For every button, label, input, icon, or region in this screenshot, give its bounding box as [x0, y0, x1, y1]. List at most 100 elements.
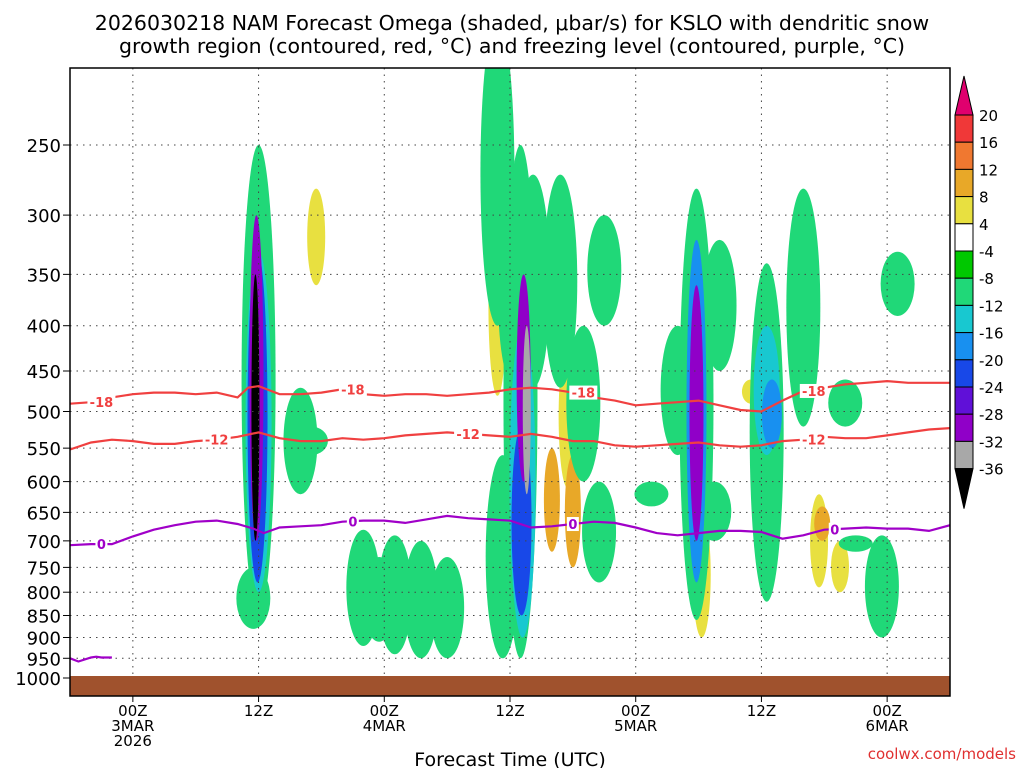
- omega-blob: [880, 251, 915, 316]
- x-tick-label: 12Z: [244, 702, 273, 720]
- omega-blob: [564, 455, 581, 568]
- x-tick-label: 12Z: [747, 702, 776, 720]
- y-axis: 2503003504004505005506006507007508008509…: [15, 136, 70, 690]
- omega-blob: [403, 540, 438, 659]
- omega-blob: [522, 325, 531, 495]
- ground-terrain: [70, 676, 950, 696]
- omega-blob: [761, 379, 782, 449]
- y-tick-label: 800: [27, 583, 61, 604]
- colorbar-label: 16: [979, 134, 998, 152]
- y-tick-label: 300: [27, 206, 61, 227]
- y-tick-label: 1000: [15, 669, 61, 690]
- omega-blob: [864, 535, 899, 638]
- contour-label: -18: [572, 387, 596, 402]
- contour-label-bg: [828, 522, 841, 537]
- omega-blob: [786, 188, 821, 427]
- colorbar-swatch: [954, 277, 974, 306]
- y-tick-label: 400: [27, 317, 61, 338]
- omega-blob: [689, 285, 704, 541]
- contour-label-bg: [799, 432, 828, 447]
- y-tick-label: 450: [27, 362, 61, 383]
- chart-title-line1: 2026030218 NAM Forecast Omega (shaded, μ…: [95, 11, 929, 35]
- gridlines: [70, 68, 950, 696]
- x-tick-label: 00Z: [621, 702, 650, 720]
- contour-label: 0: [568, 518, 577, 533]
- contour-0: [70, 514, 950, 547]
- colorbar-swatch: [954, 359, 974, 388]
- contour-labels: -18 -18 -18 -18 -12 -12 -12 0 0 0 0: [87, 382, 841, 553]
- colorbar-label: -24: [979, 379, 1004, 397]
- contour-label-bg: [569, 385, 598, 400]
- colorbar-swatch: [954, 223, 974, 252]
- colorbar-label: -36: [979, 461, 1004, 479]
- x-tick-label: 6MAR: [866, 717, 909, 735]
- y-tick-label: 900: [27, 628, 61, 649]
- omega-blob: [543, 174, 578, 388]
- colorbar-label: -8: [979, 270, 994, 288]
- colorbar-swatch: [954, 196, 974, 225]
- colorbar-cap-bottom: [954, 468, 974, 509]
- colorbar-swatch: [954, 440, 974, 470]
- colorbar-swatch: [954, 304, 974, 334]
- omega-blob: [377, 535, 412, 655]
- contour-label-bg: [346, 514, 359, 529]
- omega-blob: [831, 540, 849, 593]
- omega-blob: [702, 239, 737, 371]
- x-tick-label: 00Z: [370, 702, 399, 720]
- credit-text: coolwx.com/models: [868, 745, 1016, 763]
- omega-blob: [307, 188, 326, 286]
- y-tick-label: 550: [27, 439, 61, 460]
- x-tick-label: 2026: [114, 732, 152, 750]
- omega-blob: [251, 274, 260, 541]
- omega-blob: [634, 481, 669, 507]
- x-axis-label: Forecast Time (UTC): [414, 749, 605, 768]
- x-tick-label: 12Z: [495, 702, 524, 720]
- omega-blob: [582, 481, 617, 583]
- y-tick-label: 650: [27, 503, 61, 524]
- chart-title-line2: growth region (contoured, red, °C) and f…: [119, 34, 905, 58]
- omega-blob: [697, 481, 732, 541]
- colorbar-label: -20: [979, 352, 1004, 370]
- omega-shading: [236, 68, 915, 659]
- contour-label: -18: [90, 396, 114, 411]
- contour-label: 0: [830, 524, 839, 539]
- x-tick-label: 00Z: [872, 702, 901, 720]
- contour-label: -18: [802, 385, 826, 400]
- y-tick-label: 700: [27, 532, 61, 553]
- x-tick-label: 4MAR: [363, 717, 406, 735]
- y-tick-label: 500: [27, 403, 61, 424]
- colorbar-label: 20: [979, 107, 998, 125]
- omega-blob: [566, 325, 601, 482]
- omega-blob: [828, 379, 863, 427]
- colorbar-swatch: [954, 114, 974, 143]
- contour-label: -12: [205, 434, 229, 449]
- colorbar-label: -4: [979, 243, 994, 261]
- omega-blob: [814, 506, 831, 541]
- omega-blob: [543, 448, 560, 552]
- omega-blob: [838, 535, 873, 552]
- y-tick-label: 750: [27, 558, 61, 579]
- colorbar-swatch: [954, 332, 974, 361]
- colorbar-swatch: [954, 250, 974, 279]
- contour-label: 0: [97, 538, 106, 553]
- y-tick-label: 250: [27, 136, 61, 157]
- colorbar-label: -28: [979, 406, 1004, 424]
- y-tick-label: 950: [27, 649, 61, 670]
- contour-label: -12: [456, 428, 480, 443]
- contour-label-bg: [454, 426, 483, 441]
- contour-label-bg: [202, 432, 231, 447]
- contour-label-bg: [338, 382, 367, 397]
- x-tick-label: 3MAR: [111, 717, 154, 735]
- colorbar-label: -16: [979, 325, 1004, 343]
- contour-label-bg: [95, 537, 108, 552]
- omega-blob: [587, 215, 622, 326]
- colorbar-label: -12: [979, 297, 1004, 315]
- colorbar-label: 4: [979, 216, 989, 234]
- plot-area: [70, 68, 950, 696]
- y-tick-label: 850: [27, 607, 61, 628]
- colorbar-label: -32: [979, 433, 1004, 451]
- colorbar-swatch: [954, 168, 974, 198]
- contour-label: -18: [341, 383, 365, 398]
